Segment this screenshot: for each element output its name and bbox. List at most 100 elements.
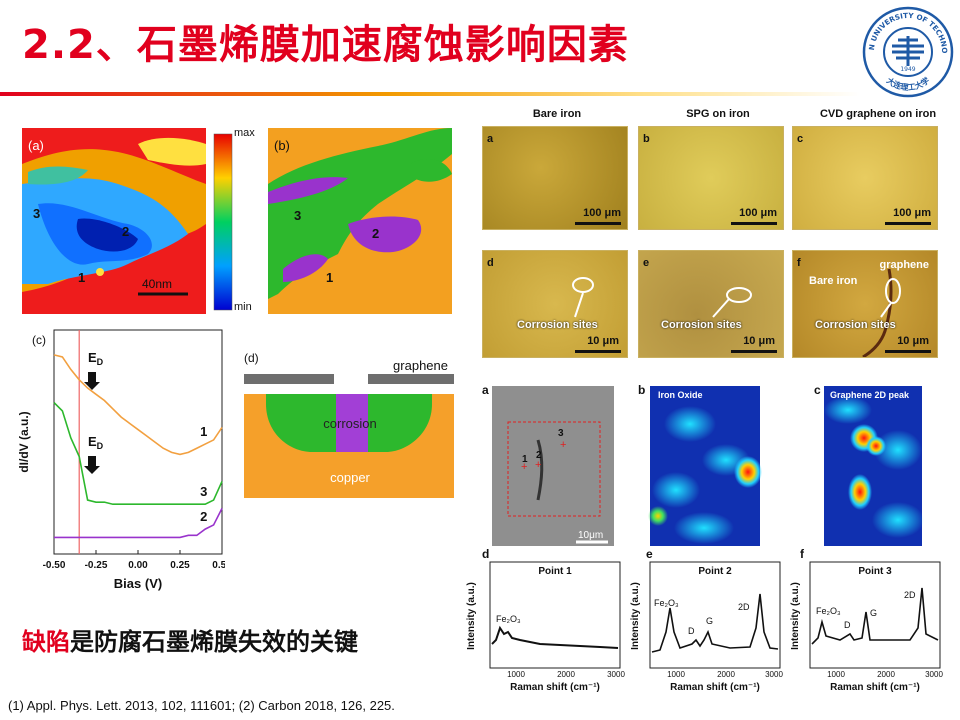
stm-map-b <box>268 128 452 314</box>
micro-d-scale-label: 10 μm <box>587 335 619 347</box>
raman-spectrum-point3: f Point 3 Fe₂O₃ D G 2D <box>800 548 941 669</box>
micro-b-scale-bar <box>731 222 777 225</box>
raman-spectrum-e-label: e <box>646 548 653 561</box>
university-logo: DALIAN UNIVERSITY OF TECHNOLOGY 大连理工大学 1… <box>862 6 954 98</box>
micro-c-label: c <box>797 133 804 145</box>
micro-e-corrosion-label: Corrosion sites <box>661 319 742 331</box>
stm-map-a <box>22 128 206 314</box>
raman-spectrum-point2: e Point 2 Fe₂O₃ D G 2D <box>646 548 781 669</box>
colorbar <box>213 133 233 311</box>
title-divider <box>0 92 860 96</box>
raman-spectrum-point1: d Point 1 Fe₂O₃ <box>482 548 621 669</box>
raman-spectrum-f-label: f <box>800 548 805 561</box>
micro-a-scale-bar <box>575 222 621 225</box>
ed-label-1: ED <box>88 350 104 367</box>
raman-d-ylabel: Intensity (a.u.) <box>466 582 477 650</box>
raman-spectra-figure: d Point 1 Fe₂O₃ e Point 2 Fe₂O₃ D G 2D f… <box>466 548 943 693</box>
micro-f-marker <box>862 268 901 357</box>
raman-f-tick-2000: 2000 <box>877 670 895 679</box>
graphene-sheet-right <box>368 374 454 384</box>
stm-panel-b-label: (b) <box>274 138 290 153</box>
micro-a-label: a <box>487 133 494 145</box>
micrograph-e: e Corrosion sites 10 μm <box>638 250 784 358</box>
raman-spectrum-d-title: Point 1 <box>538 566 572 577</box>
raman-f-xlabel: Raman shift (cm⁻¹) <box>830 682 920 693</box>
x-tick-label: -0.50 <box>43 560 66 571</box>
raman-d-fe-peak: Fe₂O₃ <box>496 614 521 624</box>
micrograph-a: a 100 μm <box>482 126 628 230</box>
raman-e-g-peak: G <box>706 616 713 626</box>
slide-title: 2.2、石墨烯膜加速腐蚀影响因素 <box>22 22 629 68</box>
micro-f-corrosion-label: Corrosion sites <box>815 319 896 331</box>
colorbar-max: max <box>234 127 255 139</box>
raman-d-xlabel: Raman shift (cm⁻¹) <box>510 682 600 693</box>
micro-c-scale-bar <box>885 222 931 225</box>
raman-scale-label: 10μm <box>578 530 603 541</box>
micro-header-cvd: CVD graphene on iron <box>819 108 937 120</box>
micro-d-marker <box>572 277 594 318</box>
spectra-chart: (c) dI/dV (a.u.) Bias (V) -0.50 -0.25 0.00… <box>17 329 225 591</box>
raman-map-b <box>648 386 762 546</box>
stm-b-region-2: 2 <box>372 226 379 241</box>
raman-point-1: 1 <box>522 454 528 465</box>
micrograph-grid: Bare iron SPG on iron CVD graphene on ir… <box>482 100 958 362</box>
raman-e-tick-2000: 2000 <box>717 670 735 679</box>
spectrum-curve-1 <box>53 354 223 456</box>
spectrum-curve-2 <box>54 508 223 539</box>
raman-map-a <box>492 386 614 546</box>
raman-f-tick-1000: 1000 <box>827 670 845 679</box>
schematic-figure: (d) graphene corrosion copper <box>244 351 454 498</box>
svg-text:+: + <box>560 439 566 451</box>
spectra-plot-area <box>53 329 223 555</box>
raman-f-ylabel: Intensity (a.u.) <box>790 582 801 650</box>
x-tick-label: 0.00 <box>128 560 148 571</box>
raman-f-g-peak: G <box>870 608 877 618</box>
ed-annotation-3: ED <box>84 434 104 474</box>
conclusion-highlight: 缺陷 <box>22 628 70 656</box>
conclusion-rest: 是防腐石墨烯膜失效的关键 <box>70 628 358 656</box>
micro-c-scale-label: 100 μm <box>893 207 931 219</box>
curve-label-3: 3 <box>200 484 207 499</box>
raman-map-b-title: Iron Oxide <box>658 390 703 400</box>
raman-f-2d-peak: 2D <box>904 590 916 600</box>
micro-f-graphene-label: graphene <box>879 259 929 271</box>
spectra-panel-label: (c) <box>32 333 46 347</box>
raman-e-d-peak: D <box>688 626 695 636</box>
ed-arrow-1 <box>84 372 100 390</box>
micrograph-f: f Bare iron graphene Corrosion sites 10 … <box>792 250 938 358</box>
raman-point-3: 3 <box>558 428 564 439</box>
micro-f-label: f <box>797 257 801 269</box>
micro-e-label: e <box>643 257 650 269</box>
curve-label-1: 1 <box>200 424 207 439</box>
micro-d-label: d <box>487 257 494 269</box>
spectrum-curve-3 <box>53 402 223 506</box>
raman-e-tick-1000: 1000 <box>667 670 685 679</box>
raman-d-tick-3000: 3000 <box>607 670 625 679</box>
raman-f-d-peak: D <box>844 620 851 630</box>
raman-spectrum-e-title: Point 2 <box>698 566 732 577</box>
conclusion-text: 缺陷是防腐石墨烯膜失效的关键 <box>22 622 358 657</box>
schematic-copper-label: copper <box>330 470 370 485</box>
schematic-graphene-label: graphene <box>393 358 448 373</box>
raman-d-tick-1000: 1000 <box>507 670 525 679</box>
micro-header-spg: SPG on iron <box>686 108 750 120</box>
references: (1) Appl. Phys. Lett. 2013, 102, 111601;… <box>8 698 395 713</box>
stm-a-region-2: 2 <box>122 224 129 239</box>
raman-panel-c-label: c <box>814 383 821 397</box>
micro-f-scale-bar <box>885 350 931 353</box>
stm-a-region-1: 1 <box>78 270 85 285</box>
raman-spectrum-d-label: d <box>482 548 489 561</box>
raman-e-tick-3000: 3000 <box>765 670 783 679</box>
micro-header-bare: Bare iron <box>532 108 582 120</box>
raman-panel-a-label: a <box>482 383 489 397</box>
ed-annotation-1: ED <box>84 350 104 390</box>
micro-f-scale-label: 10 μm <box>897 335 929 347</box>
raman-e-2d-peak: 2D <box>738 602 750 612</box>
micro-d-corrosion-label: Corrosion sites <box>517 319 598 331</box>
micro-e-scale-bar <box>731 350 777 353</box>
micrograph-c: c 100 μm <box>792 126 938 230</box>
svg-text:+: + <box>521 461 527 473</box>
stm-a-region-3: 3 <box>33 206 40 221</box>
raman-map-c <box>824 386 924 546</box>
micro-a-scale-label: 100 μm <box>583 207 621 219</box>
